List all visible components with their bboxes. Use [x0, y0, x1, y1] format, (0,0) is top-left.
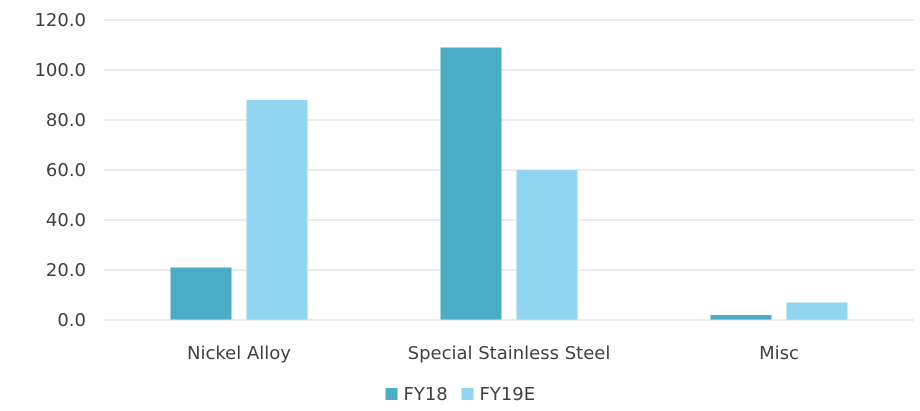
bars: [170, 47, 848, 320]
bar-fy18-nickel-alloy: [170, 267, 232, 320]
y-tick-label: 80.0: [46, 110, 86, 131]
legend-swatch-fy19e: [461, 388, 474, 400]
bar-fy19e-misc: [786, 302, 848, 320]
y-tick-label: 20.0: [46, 260, 86, 281]
y-tick-label: 120.0: [34, 10, 86, 31]
bar-fy19e-nickel-alloy: [246, 100, 308, 320]
bar-fy19e-special-stainless-steel: [516, 170, 578, 320]
y-tick-label: 0.0: [57, 310, 86, 331]
x-category-label: Misc: [759, 343, 799, 364]
x-axis-category-labels: Nickel Alloy Special Stainless Steel Misc: [187, 343, 799, 364]
legend: FY18 FY19E: [385, 384, 536, 405]
bar-fy18-special-stainless-steel: [440, 47, 502, 320]
y-tick-label: 100.0: [34, 60, 86, 81]
y-tick-label: 60.0: [46, 160, 86, 181]
bar-fy18-misc: [710, 315, 772, 320]
legend-label-fy18: FY18: [404, 384, 448, 405]
y-axis-tick-labels: 0.0 20.0 40.0 60.0 80.0 100.0 120.0: [34, 10, 86, 331]
y-tick-label: 40.0: [46, 210, 86, 231]
legend-swatch-fy18: [385, 388, 398, 400]
legend-label-fy19e: FY19E: [480, 384, 536, 405]
x-category-label: Special Stainless Steel: [408, 343, 611, 364]
gridlines: [104, 19, 914, 271]
x-category-label: Nickel Alloy: [187, 343, 291, 364]
